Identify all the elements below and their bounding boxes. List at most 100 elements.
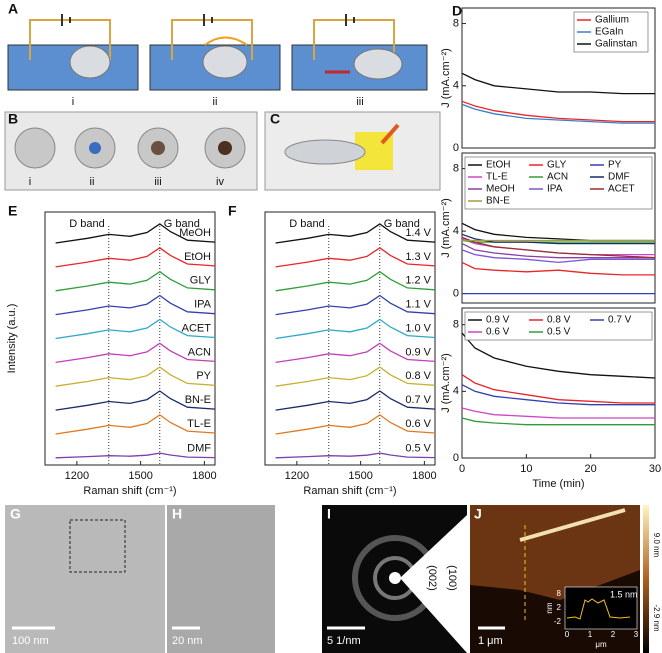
step-label: i [29,176,31,188]
y-axis-label: J (mA.cm⁻²) [440,198,452,258]
step-label: iii [154,176,161,188]
series-label: BN-E [185,394,211,406]
series-line [461,243,655,259]
step-label: iii [356,96,363,108]
series-label: MeOH [179,227,211,239]
x-tick-label: 20 [585,463,597,475]
series-line [55,366,216,387]
legend-label: ACET [608,184,635,195]
series-line [461,236,656,259]
x-axis-label: Raman shift (cm⁻¹) [303,485,396,497]
legend-box [464,311,653,341]
y-axis-label: J (mA.cm⁻²) [440,353,452,413]
legend-label: DMF [608,172,630,183]
series-line [275,414,436,435]
x-axis-label: Raman shift (cm⁻¹) [83,485,176,497]
series-label: 1.0 V [405,322,431,334]
legend-label: 0.7 V [608,315,632,326]
x-tick-label: 30 [649,463,661,475]
series-line [461,407,655,419]
series-label: DMF [187,443,211,455]
inset-axis-label: μm [595,640,607,649]
series-line [55,452,216,459]
panel-label: D [452,3,462,19]
x-axis-label: Time (min) [532,478,584,490]
panel-b: B i ii iii iv [4,111,258,191]
legend-label: Gallium [595,15,629,26]
series-line [461,332,656,379]
series-label: 1.4 V [405,227,431,239]
series-line [275,366,436,387]
panel-label: I [327,506,331,522]
series-label: ACN [188,346,211,358]
series-line [55,414,216,435]
colorbar-label: 9.0 nm [652,533,661,558]
panel-label: G [10,506,21,522]
series-label: IPA [194,299,212,311]
band-label: G band [384,218,420,230]
series-line [461,239,655,243]
x-tick-label: 1800 [192,470,216,482]
legend-label: 0.8 V [547,315,571,326]
inset-tick: 2 [611,630,616,639]
series-line [55,294,216,316]
series-label: 0.9 V [405,346,431,358]
x-tick-label: 0 [459,463,465,475]
x-tick-label: 1200 [285,470,309,482]
panel-label: E [8,203,17,219]
series-label: 0.5 V [405,443,431,455]
y-tick-label: 8 [453,319,459,331]
ring-label: (002) [426,565,438,591]
series-line [461,222,655,242]
legend-label: 0.5 V [547,327,571,338]
panel-j: J 9.0 nm -2.9 nm 1.5 nm nm 8 2 -2 0 1 2 … [470,505,661,653]
step-label: ii [213,96,218,108]
legend-label: BN-E [486,196,510,207]
series-label: PY [196,370,211,382]
series-label: TL-E [187,418,211,430]
series-line [275,270,436,292]
series-line [275,452,436,459]
setup [7,14,139,91]
step-label: ii [90,176,95,188]
legend-label: 0.9 V [486,315,510,326]
x-tick-label: 10 [520,463,532,475]
series-line [275,342,436,364]
setup [149,14,281,91]
series-line [275,318,436,340]
series-line [55,318,216,340]
y-axis-label: Intensity (a.u.) [6,304,18,374]
step-label: iv [216,176,224,188]
y-tick-label: 0 [453,142,459,154]
series-label: EtOH [184,251,211,263]
panel-a: A i ii iii [7,1,428,108]
scale-bar-label: 1 μm [478,635,503,647]
scale-bar-label: 100 nm [12,635,49,647]
legend-box [464,156,653,210]
panel-label: B [8,111,18,127]
series-label: 1.3 V [405,251,431,263]
x-tick-label: 1200 [65,470,89,482]
x-tick-label: 1500 [128,470,152,482]
series-line [461,374,655,404]
series-line [461,261,655,276]
panel-label: F [228,203,237,219]
series-line [55,390,216,411]
x-tick-label: 1800 [412,470,436,482]
series-line [461,100,655,123]
series-line [275,390,436,411]
micrograph [167,505,275,653]
y-tick-label: 4 [453,225,459,237]
series-line [55,342,216,364]
inset-tick: -2 [554,617,562,626]
inset-note: 1.5 nm [610,589,638,599]
x-tick-label: 1500 [348,470,372,482]
panel-label: H [172,506,182,522]
ring-label: (100) [446,565,458,591]
legend-label: TL-E [486,172,508,183]
inset-tick: 8 [557,589,562,598]
colorbar-label: -2.9 nm [652,604,661,631]
panel-g: G 100 nm [5,505,165,653]
micrograph [5,505,165,653]
band-label: D band [69,218,104,230]
